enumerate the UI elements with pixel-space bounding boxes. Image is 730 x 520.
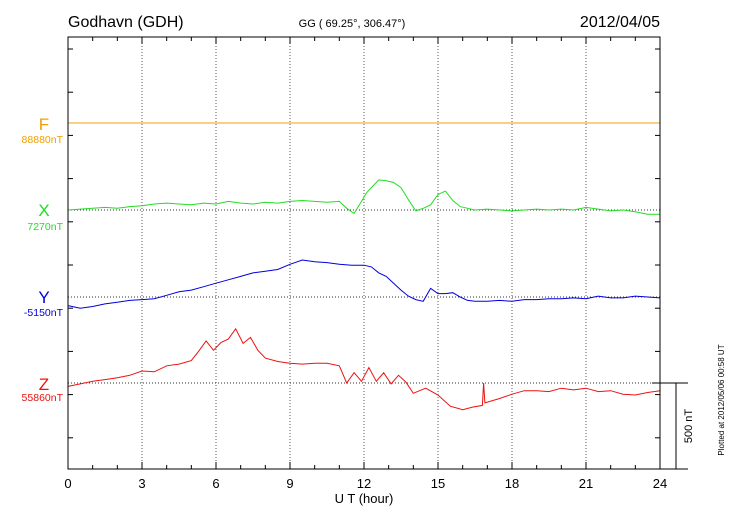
- scale-bar: 500 nT: [652, 382, 695, 470]
- x-tick-label: 15: [431, 476, 445, 491]
- series-name-f: F: [39, 115, 49, 134]
- chart-title: Godhavn (GDH): [68, 14, 184, 31]
- grid-lines: [141, 37, 587, 469]
- chart-date: 2012/04/05: [580, 14, 660, 31]
- series-lines: [67, 122, 661, 411]
- chart-subtitle: GG ( 69.25°, 306.47°): [299, 18, 406, 30]
- series-baseline-x: 7270nT: [27, 221, 63, 233]
- x-tick-label: 9: [286, 476, 293, 491]
- x-axis-label: U T (hour): [335, 491, 394, 506]
- x-tick-label: 12: [357, 476, 371, 491]
- series-line-z: [67, 327, 661, 411]
- series-name-y: Y: [38, 288, 49, 307]
- series-line-y: [67, 259, 661, 309]
- x-tick-label: 0: [64, 476, 71, 491]
- series-baseline-f: 88880nT: [22, 134, 64, 146]
- series-name-z: Z: [39, 375, 49, 394]
- plotted-note: Plotted at 2012/05/06 00:58 UT: [717, 344, 726, 455]
- series-line-x: [67, 179, 660, 215]
- x-tick-label: 18: [505, 476, 519, 491]
- x-tick-label: 24: [653, 476, 667, 491]
- series-name-x: X: [38, 201, 49, 220]
- series-baseline-y: -5150nT: [24, 307, 64, 319]
- x-tick-label: 21: [579, 476, 593, 491]
- x-tick-label: 3: [138, 476, 145, 491]
- scale-bar-label: 500 nT: [683, 409, 695, 444]
- x-tick-label: 6: [212, 476, 219, 491]
- series-baseline-z: 55860nT: [22, 392, 64, 404]
- x-axis-ticks: 0 3 6 9 12 15 18 21 24: [64, 37, 667, 491]
